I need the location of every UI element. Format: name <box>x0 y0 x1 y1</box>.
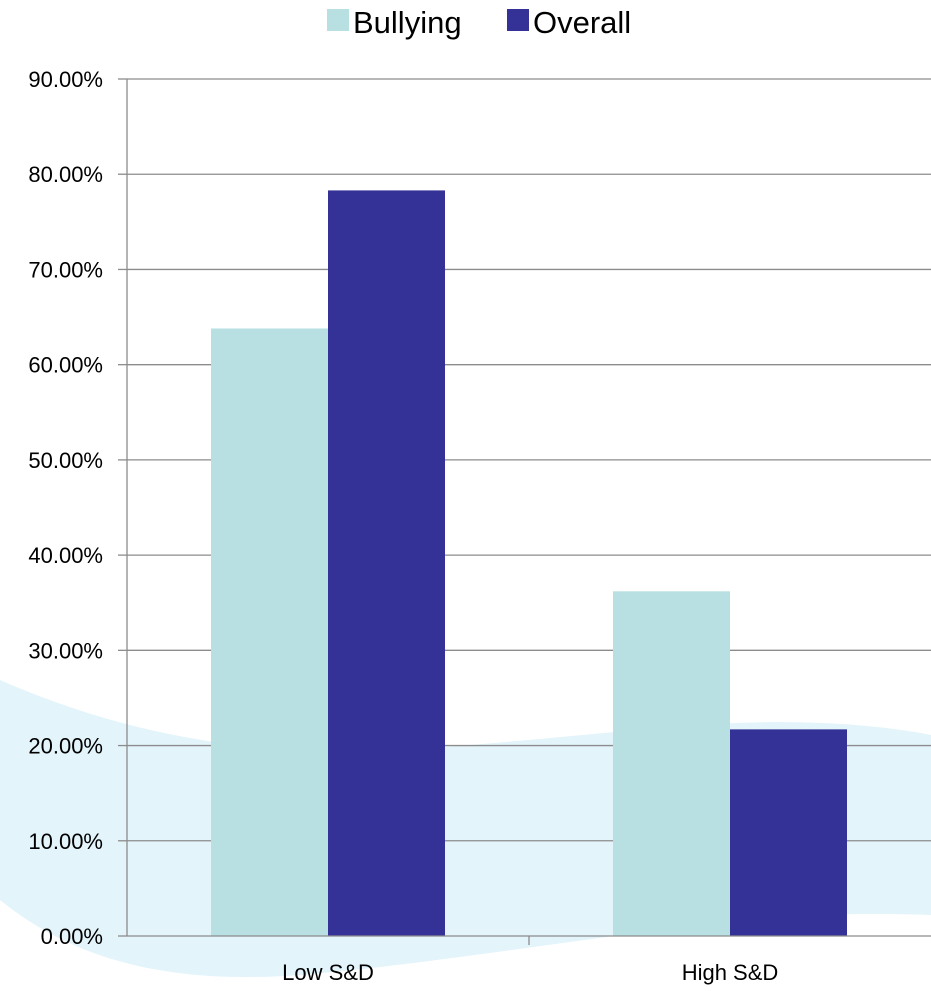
legend-swatch-bullying <box>327 9 349 31</box>
y-tick-label: 40.00% <box>28 543 103 568</box>
bar-overall <box>328 190 445 936</box>
y-tick-label: 10.00% <box>28 829 103 854</box>
legend: Bullying Overall <box>327 5 631 40</box>
bar-bullying <box>211 328 328 937</box>
y-tick-label: 50.00% <box>28 448 103 473</box>
y-tick-label: 60.00% <box>28 353 103 378</box>
gridlines <box>127 78 931 842</box>
bars <box>211 190 847 937</box>
x-tick-label: High S&D <box>682 960 779 985</box>
y-tick-label: 70.00% <box>28 257 103 282</box>
y-tick-label: 0.00% <box>41 924 103 949</box>
y-tick-label: 30.00% <box>28 638 103 663</box>
y-tick-label: 20.00% <box>28 734 103 759</box>
y-tick-label: 90.00% <box>28 67 103 92</box>
legend-label-overall: Overall <box>533 5 631 40</box>
x-tick-label: Low S&D <box>282 960 374 985</box>
x-tick-labels: Low S&D High S&D <box>282 960 778 985</box>
legend-swatch-overall <box>507 9 529 31</box>
bar-bullying <box>613 591 730 936</box>
axes <box>118 78 931 945</box>
legend-label-bullying: Bullying <box>353 5 462 40</box>
y-tick-label: 80.00% <box>28 162 103 187</box>
y-tick-labels: 0.00% 10.00% 20.00% 30.00% 40.00% 50.00% 60.00… <box>28 67 103 949</box>
bar-overall <box>730 729 847 936</box>
